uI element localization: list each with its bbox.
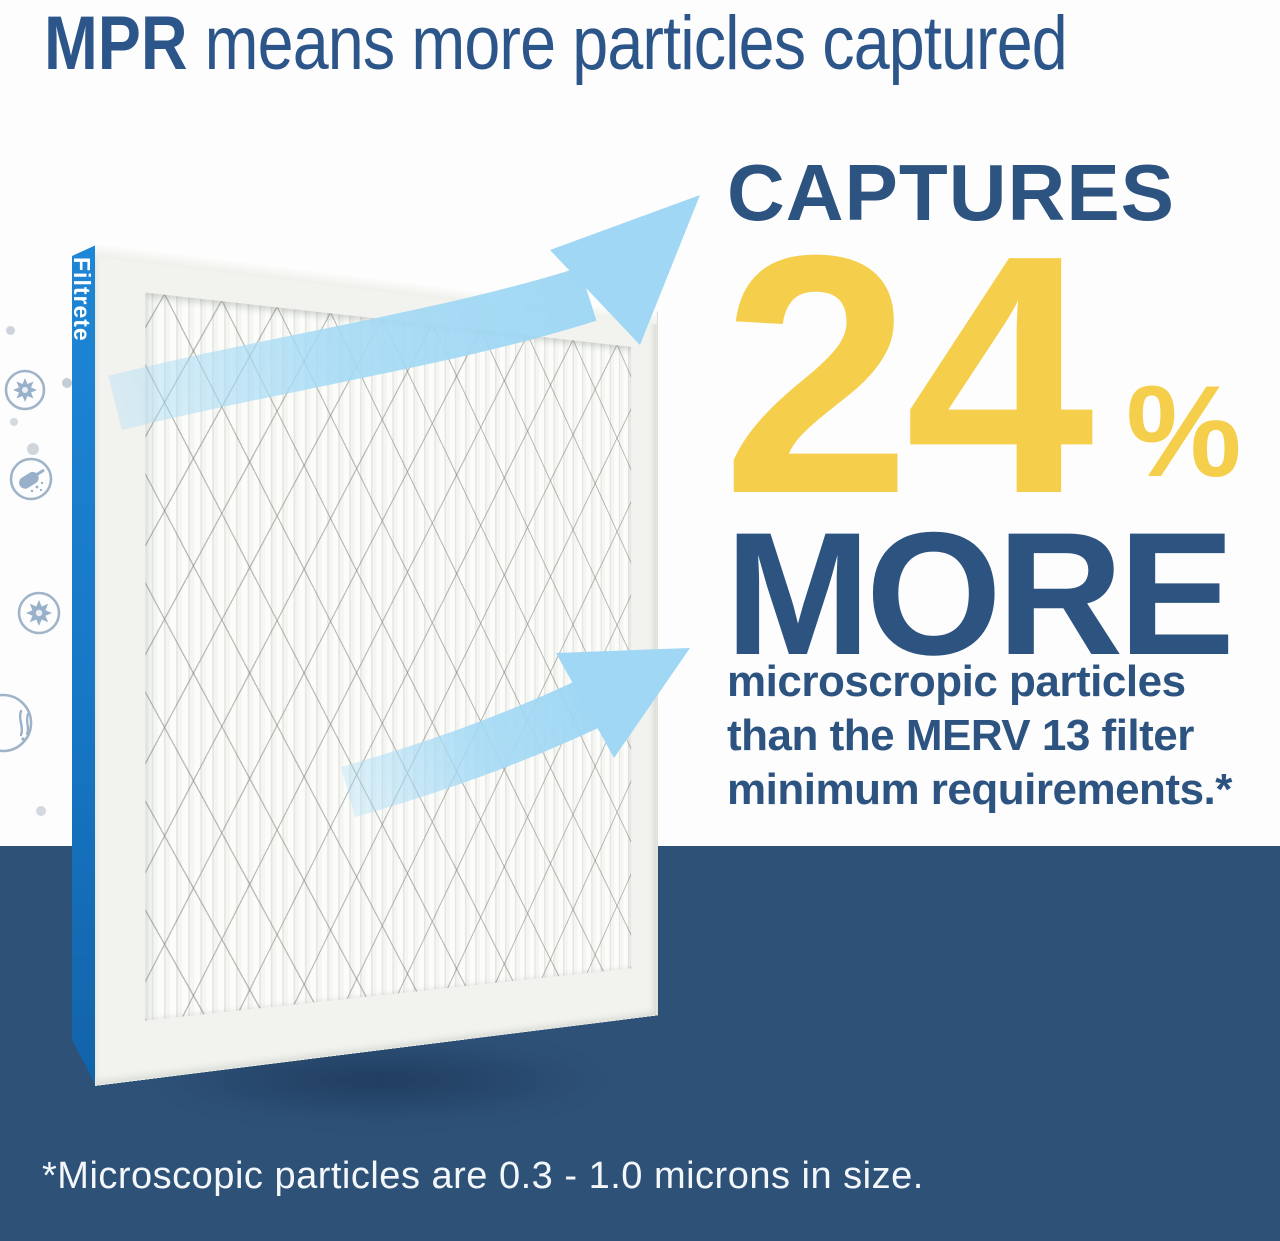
filter-pleated-media — [145, 292, 632, 1021]
particle-dot — [62, 378, 72, 388]
air-filter — [95, 241, 659, 1086]
percent-value: 24 — [722, 185, 1094, 565]
more-label: MORE — [725, 497, 1235, 692]
headline-text: means more particles captured — [187, 1, 1068, 86]
claim-detail-line: minimum requirements.* — [727, 765, 1232, 814]
filter-spine: Filtrete — [72, 245, 96, 1086]
claim-detail-line: microscropic particles — [727, 657, 1186, 706]
particle-dot — [36, 806, 46, 816]
pollen-particle-icon — [17, 591, 61, 635]
headline: MPR means more particles captured — [44, 0, 1068, 87]
dust-mite-particle-icon — [9, 457, 53, 501]
particle-dot — [10, 418, 18, 426]
bacteria-particle-icon — [0, 693, 33, 753]
filtrete-brand-label: Filtrete — [69, 257, 95, 342]
claim-detail: microscropic particles than the MERV 13 … — [727, 655, 1232, 817]
footnote: *Microscopic particles are 0.3 - 1.0 mic… — [42, 1155, 924, 1197]
pollen-particle-icon — [4, 369, 46, 411]
claim-detail-line: than the MERV 13 filter — [727, 711, 1194, 760]
particle-dot — [27, 443, 39, 455]
headline-acronym: MPR — [44, 1, 188, 86]
percent-sign: % — [1126, 358, 1242, 504]
filter-frame — [95, 241, 659, 1086]
captures-label: CAPTURES — [727, 148, 1176, 237]
particle-dot — [6, 326, 15, 335]
